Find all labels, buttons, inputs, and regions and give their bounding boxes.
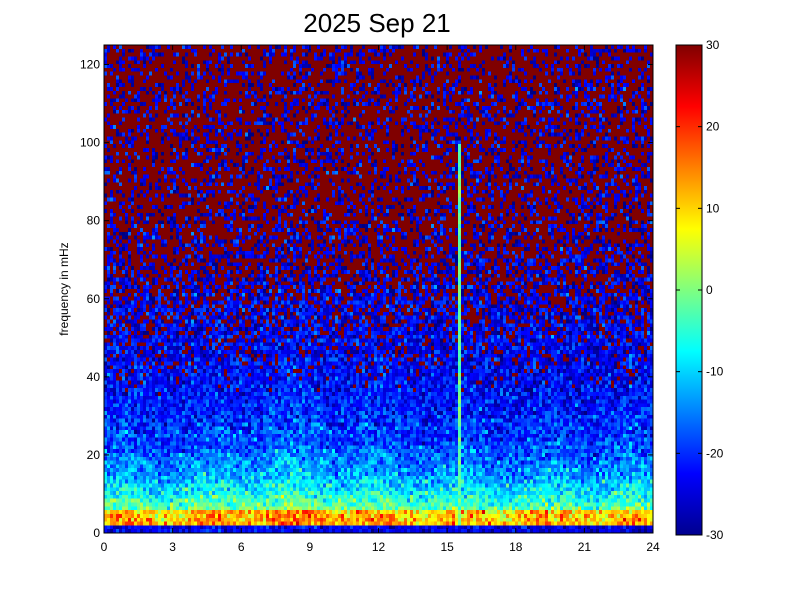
colorbar-tick-label: -20 bbox=[706, 446, 724, 460]
spectrogram-image bbox=[104, 45, 653, 533]
x-tick-label: 6 bbox=[238, 540, 245, 554]
y-tick-label: 0 bbox=[93, 526, 100, 540]
y-tick-label: 60 bbox=[87, 292, 101, 306]
x-tick-label: 3 bbox=[169, 540, 176, 554]
x-axis-ticks: 0 3 6 9 12 15 18 21 24 bbox=[101, 45, 660, 554]
x-tick-label: 12 bbox=[372, 540, 386, 554]
x-tick-label: 0 bbox=[101, 540, 108, 554]
colorbar-tick-label: -10 bbox=[706, 365, 724, 379]
x-tick-label: 18 bbox=[509, 540, 523, 554]
x-tick-label: 21 bbox=[578, 540, 592, 554]
y-tick-label: 40 bbox=[87, 370, 101, 384]
x-tick-label: 24 bbox=[646, 540, 660, 554]
colorbar bbox=[675, 44, 703, 536]
y-tick-label: 80 bbox=[87, 214, 101, 228]
colorbar-ticks: 30 20 10 0 -10 -20 -30 bbox=[676, 38, 724, 542]
y-axis-label: frequency in mHz bbox=[57, 242, 71, 335]
x-tick-label: 15 bbox=[440, 540, 454, 554]
spectrogram-heatmap bbox=[104, 45, 653, 533]
y-tick-label: 120 bbox=[80, 58, 100, 72]
y-tick-label: 20 bbox=[87, 448, 101, 462]
x-tick-label: 9 bbox=[307, 540, 314, 554]
colorbar-tick-label: 20 bbox=[706, 120, 720, 134]
y-axis-ticks: 0 20 40 60 80 100 120 bbox=[80, 58, 653, 540]
colorbar-tick-label: -30 bbox=[706, 528, 724, 542]
colorbar-tick-label: 10 bbox=[706, 201, 720, 215]
colorbar-tick-label: 0 bbox=[706, 283, 713, 297]
chart-title: 2025 Sep 21 bbox=[303, 8, 450, 38]
colorbar-tick-label: 30 bbox=[706, 38, 720, 52]
y-tick-label: 100 bbox=[80, 136, 100, 150]
